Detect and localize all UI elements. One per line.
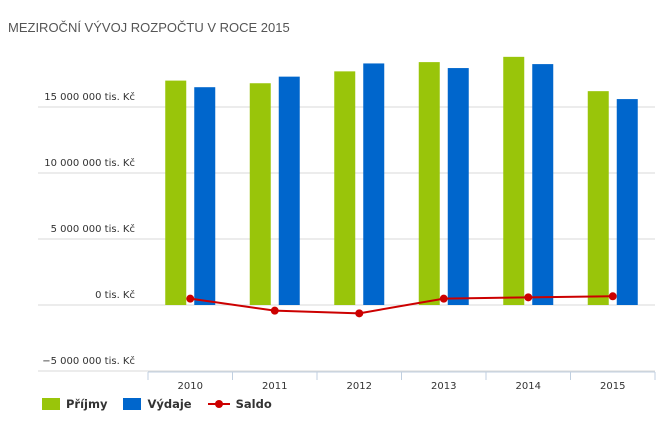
bar-příjmy — [503, 56, 525, 306]
y-tick-label: 15 000 000 tis. Kč — [44, 91, 135, 103]
legend-label: Saldo — [235, 397, 272, 411]
y-tick-label: 5 000 000 tis. Kč — [51, 223, 135, 235]
y-tick-label: 0 tis. Kč — [95, 289, 135, 301]
bar-výdaje — [278, 76, 300, 305]
x-tick-label: 2010 — [178, 381, 203, 392]
y-tick-label: 10 000 000 tis. Kč — [44, 157, 135, 169]
x-tick-label: 2012 — [347, 381, 372, 392]
bar-příjmy — [418, 62, 440, 306]
legend-label: Příjmy — [66, 397, 108, 411]
saldo-point — [186, 294, 195, 303]
x-tick-label: 2011 — [262, 381, 287, 392]
legend-swatch — [123, 398, 142, 410]
bar-výdaje — [447, 68, 469, 305]
saldo-point — [439, 294, 448, 303]
saldo-point — [608, 292, 617, 301]
legend-swatch — [42, 398, 60, 410]
chart-title: MEZIROČNÍ VÝVOJ ROZPOČTU V ROCE 2015 — [8, 20, 290, 35]
saldo-point — [524, 293, 533, 302]
x-tick-label: 2014 — [516, 381, 541, 392]
bar-příjmy — [165, 80, 187, 305]
y-tick-label: −5 000 000 tis. Kč — [42, 355, 135, 367]
saldo-line — [190, 295, 613, 315]
legend-item-prijmy[interactable]: Příjmy — [42, 397, 107, 411]
bar-příjmy — [334, 71, 356, 305]
legend: Příjmy Výdaje Saldo — [42, 397, 272, 411]
legend-line-marker — [207, 400, 230, 408]
bar-příjmy — [249, 83, 271, 306]
x-tick-label: 2015 — [600, 381, 625, 392]
x-tick-label: 2013 — [431, 381, 456, 392]
bar-výdaje — [616, 99, 638, 305]
bar-výdaje — [363, 63, 385, 305]
bar-výdaje — [194, 87, 216, 305]
saldo-point — [270, 306, 279, 315]
legend-item-vydaje[interactable]: Výdaje — [123, 397, 192, 411]
bar-příjmy — [587, 91, 609, 305]
legend-label: Výdaje — [147, 397, 192, 411]
bar-výdaje — [532, 64, 554, 305]
legend-item-saldo[interactable]: Saldo — [207, 397, 272, 411]
saldo-point — [355, 309, 364, 318]
